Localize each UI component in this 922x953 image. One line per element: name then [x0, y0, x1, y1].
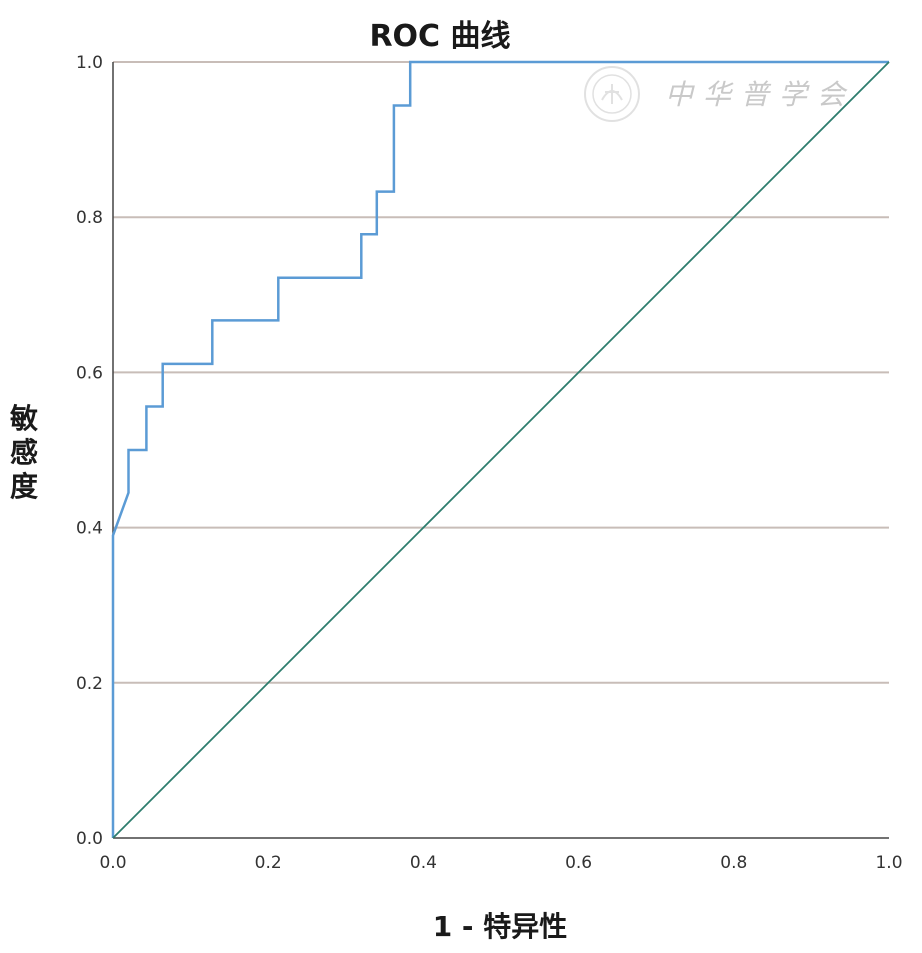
y-tick-label-2: 0.4: [76, 519, 103, 539]
roc-curve: [111, 60, 889, 838]
x-tick-label-1: 0.2: [255, 853, 282, 873]
series: [111, 60, 890, 839]
x-axis-title: 1 - 特异性: [433, 910, 568, 943]
watermark-text: 中华普学会: [665, 78, 855, 111]
tick-labels: 0.0 0.2 0.4 0.6 0.8 1.0 0.0 0.2 0.4 0.6 0.8 1.0: [76, 53, 903, 873]
x-tick-label-0: 0.0: [99, 853, 126, 873]
y-tick-label-0: 0.0: [76, 829, 103, 849]
x-tick-label-2: 0.4: [410, 853, 437, 873]
x-tick-label-4: 0.8: [720, 853, 747, 873]
y-tick-label-1: 0.2: [76, 674, 103, 694]
y-axis-title: 敏感度: [9, 402, 38, 503]
y-tick-label-4: 0.8: [76, 208, 103, 228]
reference-curve: [112, 61, 890, 839]
chart-title: ROC 曲线: [369, 19, 510, 54]
x-tick-label-5: 1.0: [875, 853, 902, 873]
watermark: 中华普学会: [584, 66, 855, 122]
svg-text:敏感度: 敏感度: [9, 402, 38, 503]
x-tick-label-3: 0.6: [565, 853, 592, 873]
gridlines: [113, 61, 889, 684]
y-tick-label-3: 0.6: [76, 363, 103, 383]
seal-emblem-icon: [584, 66, 640, 122]
y-tick-label-5: 1.0: [76, 53, 103, 73]
